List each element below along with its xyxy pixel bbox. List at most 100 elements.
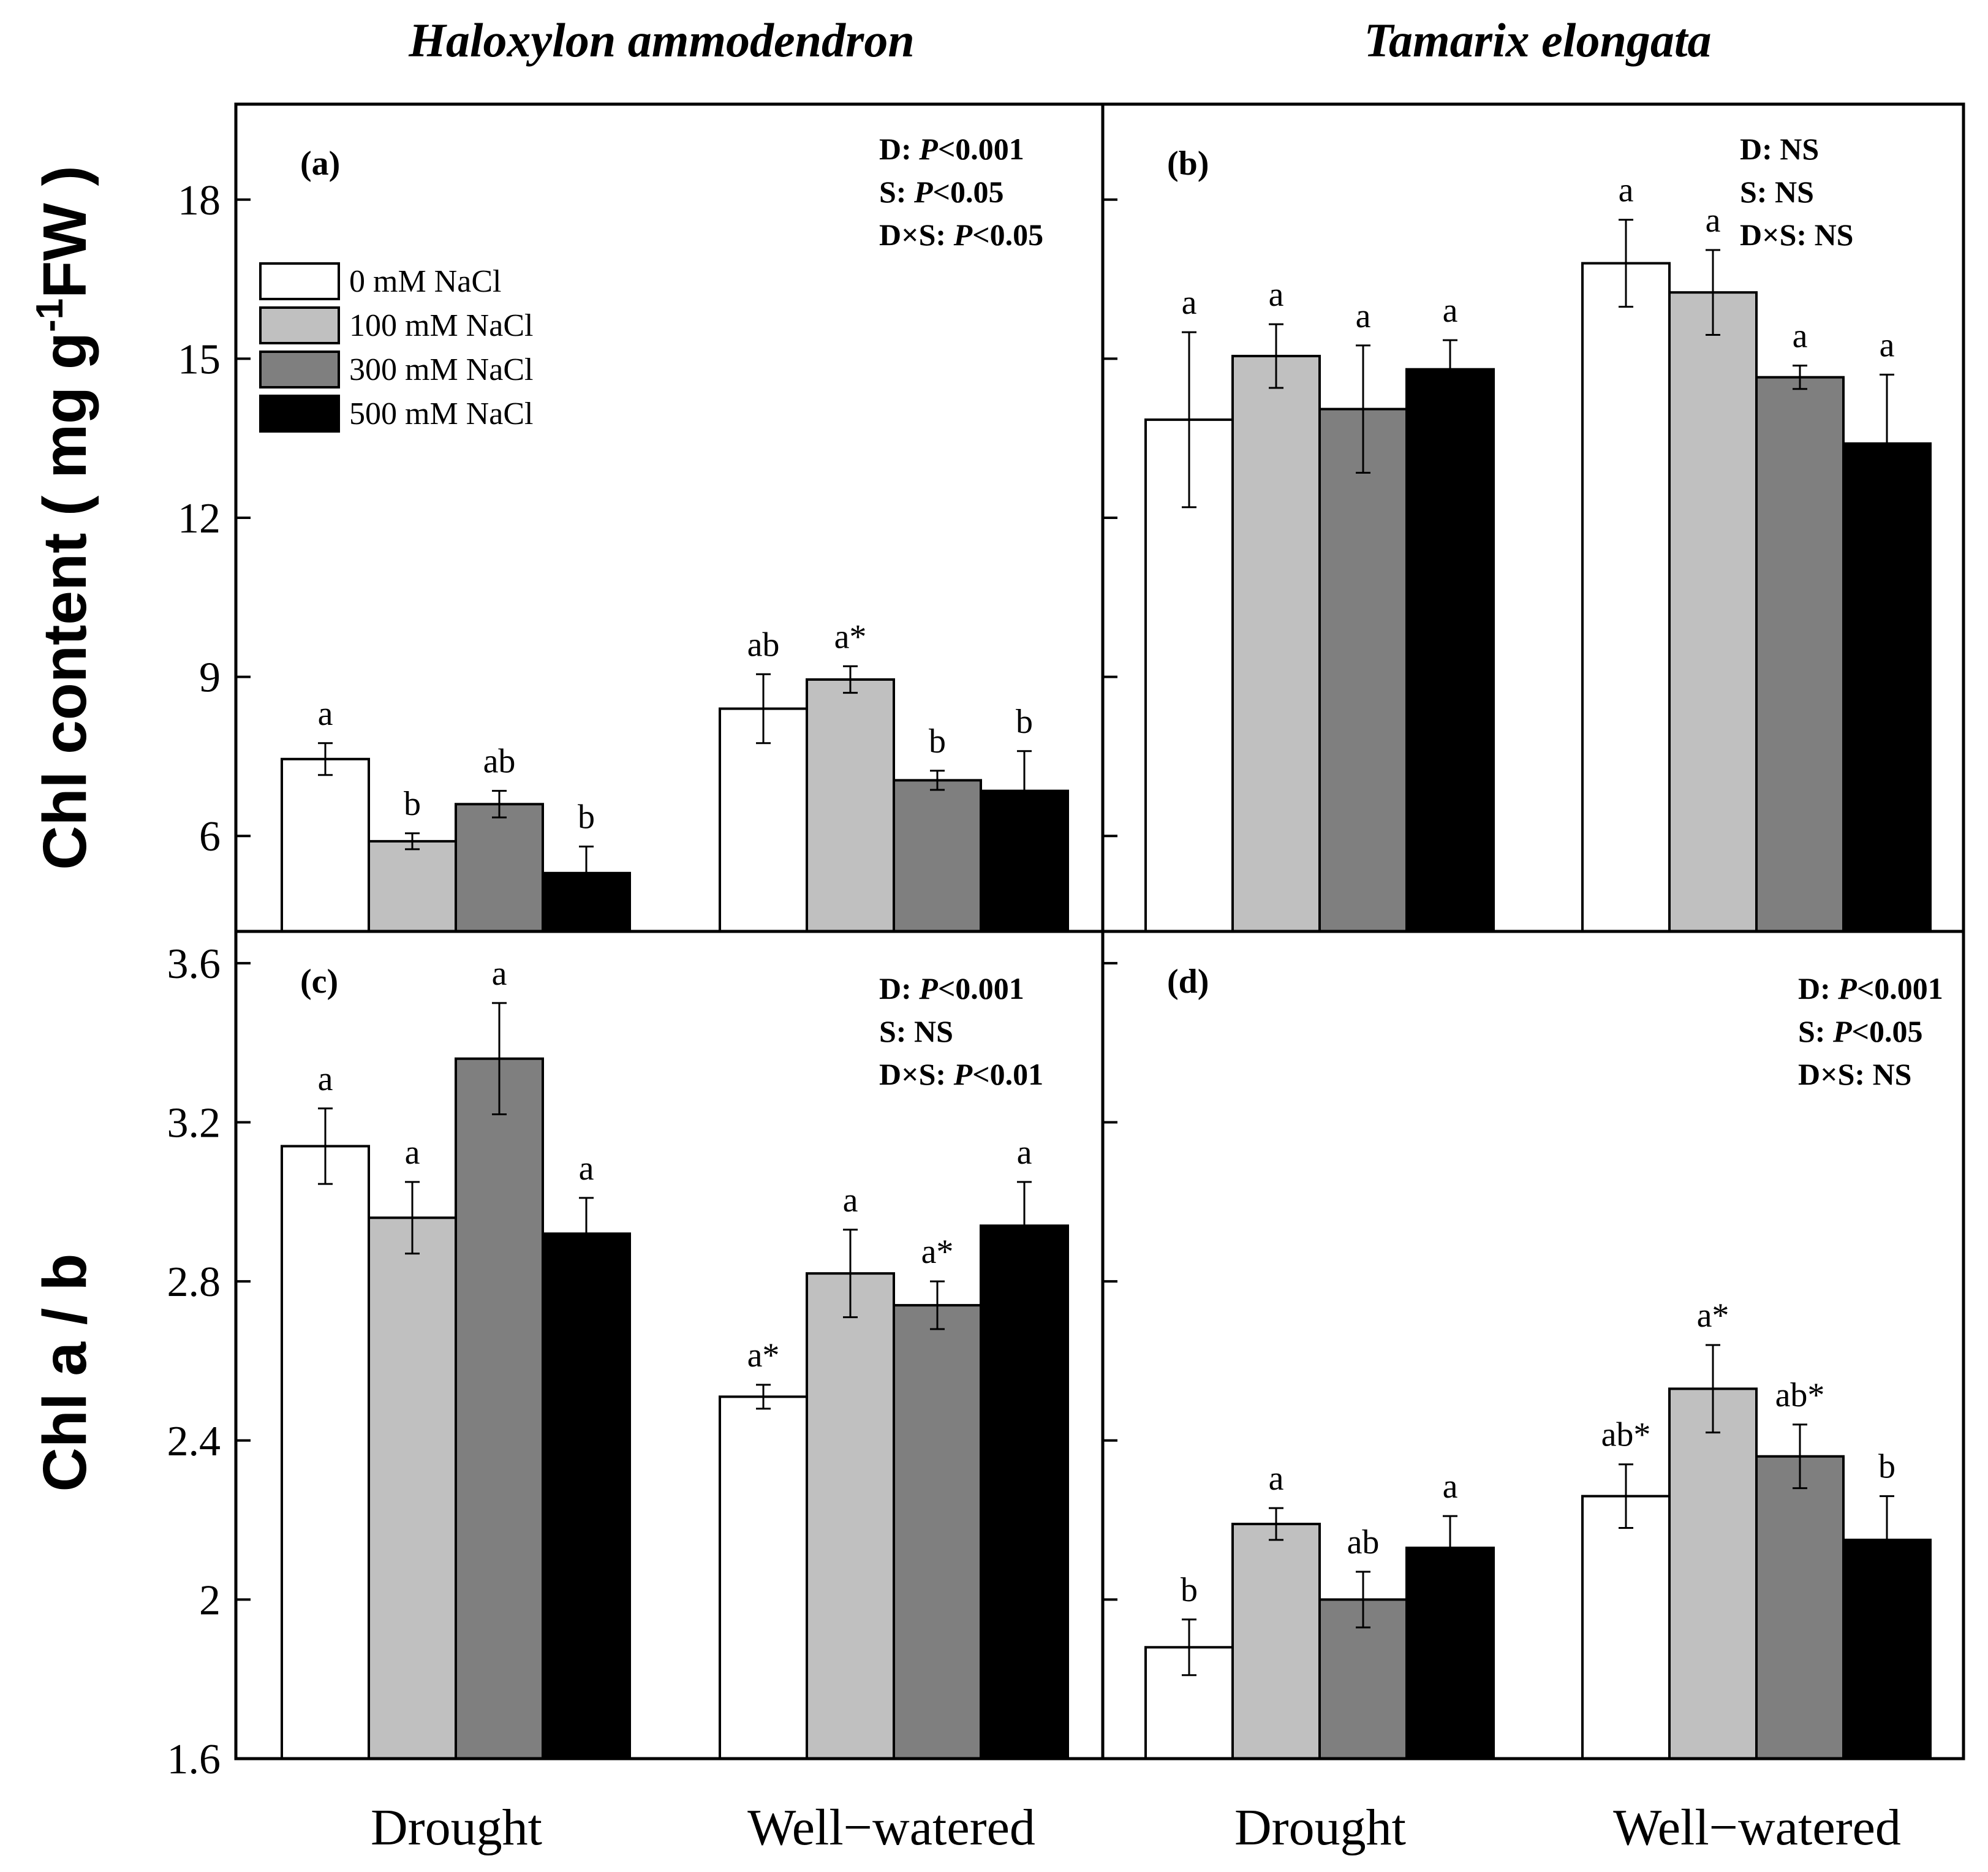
bar	[1231, 355, 1321, 933]
stat-value: <0.05	[972, 218, 1043, 252]
legend-label: 300 mM NaCl	[349, 352, 533, 387]
panel-label: (c)	[300, 963, 338, 1001]
significance-letter: ab*	[1775, 1376, 1825, 1414]
y-tick-label: 6	[199, 813, 221, 860]
stat-name: D×S:	[1740, 218, 1815, 252]
significance-letter: a	[1793, 317, 1808, 355]
stat-value: <0.01	[972, 1057, 1043, 1091]
bar	[1405, 368, 1495, 933]
stat-value: NS	[1775, 175, 1814, 209]
stat-line: D: P<0.001	[879, 132, 1024, 166]
x-group-label: Drought	[371, 1799, 542, 1856]
bar	[542, 1232, 631, 1760]
bar	[719, 1395, 808, 1760]
bar	[1231, 1523, 1321, 1760]
x-group-label: Well−watered	[1613, 1799, 1901, 1856]
stat-name: D×S:	[879, 1057, 954, 1091]
stat-line: S: NS	[879, 1014, 953, 1048]
stat-name: D:	[1798, 971, 1838, 1006]
significance-letter: a	[1443, 292, 1458, 330]
y-axis-title-tail: FW )	[31, 165, 99, 298]
bar	[368, 1216, 457, 1760]
stat-line: D×S: NS	[1798, 1057, 1911, 1091]
stat-name: S:	[1740, 175, 1775, 209]
y-axis-title: Chl a / b	[31, 1254, 99, 1492]
significance-letter: a	[843, 1181, 858, 1219]
significance-letter: a	[318, 695, 333, 733]
bar	[806, 1272, 895, 1760]
significance-letter: b	[578, 798, 595, 836]
y-tick-label: 3.6	[167, 941, 221, 988]
stat-name: D:	[879, 971, 919, 1006]
column-title: Tamarix elongata	[1364, 13, 1711, 67]
significance-letter: a	[1880, 326, 1895, 364]
significance-letter: b	[1181, 1571, 1198, 1609]
bar	[1755, 1455, 1845, 1760]
y-tick-label: 2.8	[167, 1259, 221, 1306]
stat-value: <0.001	[938, 132, 1024, 166]
stat-value: <0.001	[938, 971, 1024, 1006]
stat-line: S: P<0.05	[879, 175, 1004, 209]
stat-name: D:	[1740, 132, 1780, 166]
stat-line: D×S: P<0.01	[879, 1057, 1043, 1091]
significance-letter: a	[1269, 1460, 1284, 1498]
stat-line: S: P<0.05	[1798, 1014, 1923, 1048]
x-group-label: Well−watered	[747, 1799, 1035, 1856]
stat-value: NS	[1815, 218, 1854, 252]
significance-letter: a	[405, 1134, 420, 1172]
stat-p-symbol: P	[1837, 971, 1857, 1006]
y-tick-label: 18	[178, 177, 221, 224]
significance-letter: b	[1016, 703, 1033, 741]
bar	[455, 1057, 544, 1760]
stat-value: NS	[1873, 1057, 1912, 1091]
stat-value: <0.05	[1852, 1014, 1923, 1048]
y-tick-label: 2.4	[167, 1418, 221, 1465]
bar	[893, 779, 982, 933]
significance-letter: b	[404, 785, 421, 823]
significance-letter: a	[1356, 297, 1371, 335]
y-tick-label: 12	[178, 495, 221, 542]
legend-swatch	[259, 262, 340, 300]
significance-letter: ab	[747, 626, 780, 664]
bar	[1755, 376, 1845, 933]
bar	[806, 678, 895, 933]
significance-letter: a	[318, 1060, 333, 1098]
significance-letter: a	[1706, 202, 1721, 240]
significance-letter: ab	[1347, 1523, 1380, 1561]
significance-letter: a	[1017, 1134, 1032, 1172]
y-tick-label: 9	[199, 654, 221, 702]
legend-swatch	[259, 395, 340, 433]
x-group-label: Drought	[1234, 1799, 1406, 1856]
stat-line: D×S: NS	[1740, 218, 1853, 252]
stat-line: D: P<0.001	[1798, 971, 1943, 1006]
stat-line: D×S: P<0.05	[879, 218, 1043, 252]
legend-label: 500 mM NaCl	[349, 396, 533, 431]
bar	[1318, 407, 1408, 933]
stat-p-symbol: P	[953, 218, 973, 252]
significance-letter: a	[492, 955, 507, 993]
bar	[1581, 262, 1671, 933]
bar	[281, 1145, 370, 1760]
stat-value: NS	[1780, 132, 1819, 166]
bar	[368, 839, 457, 933]
bar	[719, 707, 808, 933]
significance-letter: a*	[1697, 1297, 1729, 1335]
y-axis-title-superscript: -1	[29, 298, 71, 332]
panel-label: (b)	[1167, 145, 1209, 183]
stat-name: D×S:	[1798, 1057, 1873, 1091]
bar	[1581, 1495, 1671, 1760]
stat-name: D×S:	[879, 218, 954, 252]
y-tick-label: 15	[178, 336, 221, 383]
stat-name: D:	[879, 132, 919, 166]
stat-p-symbol: P	[953, 1057, 973, 1091]
y-tick-label: 1.6	[167, 1736, 221, 1783]
panel-label: (a)	[300, 145, 340, 183]
stat-name: S:	[879, 1014, 914, 1048]
significance-letter: ab	[483, 743, 516, 781]
y-tick-label: 2	[199, 1577, 221, 1624]
stat-p-symbol: P	[918, 132, 938, 166]
y-tick-label: 3.2	[167, 1100, 221, 1147]
significance-letter: a	[1619, 172, 1634, 210]
stat-p-symbol: P	[1832, 1014, 1852, 1048]
significance-letter: a	[1182, 284, 1197, 322]
